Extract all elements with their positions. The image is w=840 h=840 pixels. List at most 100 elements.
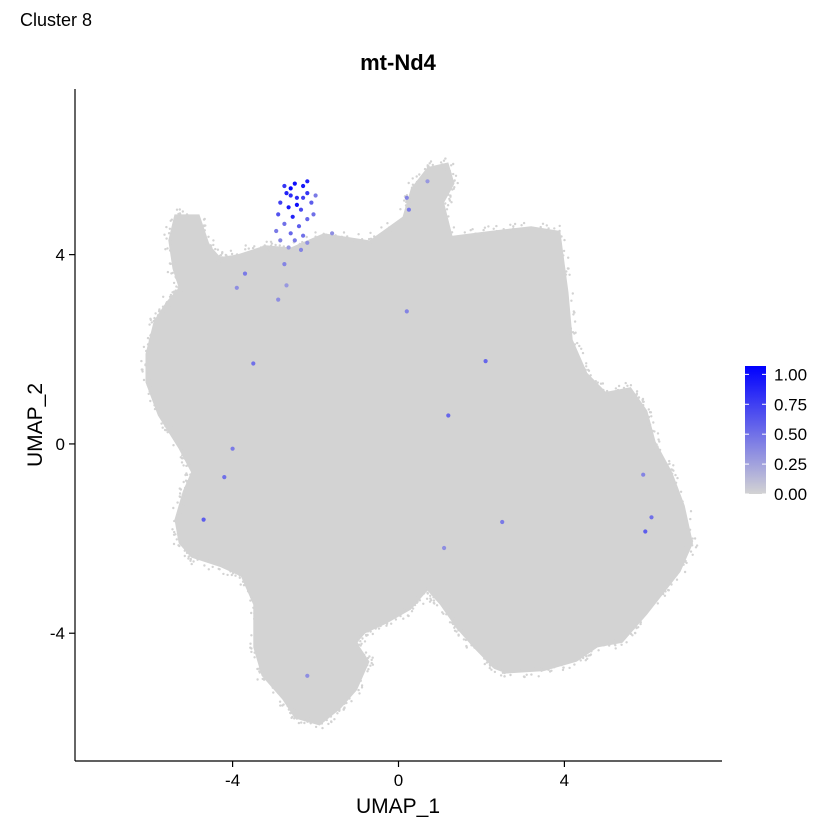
background-cell-point (595, 644, 598, 648)
background-cell-point (584, 659, 587, 662)
background-cell-point (562, 249, 566, 253)
background-cell-point (410, 610, 414, 613)
background-cell-point (148, 377, 151, 380)
background-cell-point (411, 607, 415, 610)
background-cell-point (274, 685, 278, 688)
background-cell-point (183, 457, 187, 460)
expressing-cell-point (311, 212, 316, 217)
background-cell-point (171, 295, 175, 298)
background-cell-point (202, 229, 205, 232)
background-cell-point (414, 185, 417, 189)
background-cell-point (184, 453, 187, 456)
background-cell-point (272, 691, 275, 694)
background-cell-point (314, 231, 317, 234)
background-cell-point (635, 617, 639, 620)
background-cell-point (183, 549, 186, 552)
background-cell-point (172, 290, 176, 293)
background-cell-point (444, 168, 447, 171)
background-cell-point (415, 601, 418, 605)
background-cell-point (172, 444, 175, 447)
background-cell-point (445, 208, 449, 211)
background-cell-point (185, 472, 188, 475)
background-cell-point (422, 602, 425, 605)
expressing-cell-point (446, 413, 451, 418)
background-cell-point (361, 637, 364, 640)
background-cell-point (453, 625, 457, 628)
background-cell-point (540, 669, 543, 672)
background-cell-point (571, 292, 574, 295)
background-cell-point (628, 390, 631, 393)
background-cell-point (221, 256, 224, 259)
background-cell-point (673, 481, 676, 484)
expressing-cell-point (406, 207, 411, 212)
background-cell-point (512, 670, 516, 673)
expressing-cell-point (230, 446, 235, 451)
background-cell-point (370, 240, 373, 244)
background-cell-point (585, 655, 588, 658)
background-cell-point (470, 644, 473, 647)
background-cell-point (407, 181, 410, 185)
background-cell-point (178, 544, 181, 548)
background-cell-point (181, 493, 184, 497)
expressing-cell-point (294, 202, 299, 207)
background-cell-point (185, 216, 188, 220)
background-cell-point (540, 666, 543, 669)
background-cell-point (402, 617, 405, 620)
background-cell-point (425, 597, 429, 600)
background-cell-point (177, 279, 180, 282)
background-cell-point (688, 528, 692, 531)
background-cell-point (689, 517, 692, 521)
background-cell-point (444, 195, 447, 198)
background-cell-point (695, 544, 699, 547)
background-cell-point (163, 233, 166, 236)
background-cell-point (447, 225, 450, 229)
background-cell-point (146, 382, 149, 385)
background-cell-point (222, 572, 225, 576)
background-cell-point (379, 624, 382, 628)
expressing-cell-point (201, 517, 206, 522)
x-tick-label: -4 (225, 771, 240, 790)
background-cell-point (379, 622, 382, 626)
background-cell-point (202, 224, 206, 227)
background-cell-point (185, 464, 188, 468)
background-cell-point (192, 560, 195, 563)
background-cell-point (664, 590, 667, 593)
background-cell-point (674, 473, 677, 477)
background-cell-point (352, 241, 356, 244)
background-cell-point (201, 236, 205, 239)
background-cell-point (492, 227, 495, 230)
legend-tick-label: 1.00 (774, 365, 807, 384)
background-cell-point (252, 250, 255, 253)
background-cell-point (295, 717, 299, 720)
background-cell-point (350, 691, 353, 694)
background-cell-point (353, 689, 356, 693)
background-cell-point (253, 245, 256, 248)
background-cell-point (679, 502, 683, 505)
background-cell-point (452, 187, 455, 190)
background-cell-point (672, 464, 675, 467)
background-cell-point (567, 267, 570, 270)
background-cell-point (346, 235, 349, 238)
background-cell-point (597, 643, 600, 646)
background-cell-point (545, 224, 548, 227)
background-cell-point (562, 666, 565, 669)
background-cell-point (449, 608, 452, 611)
background-cell-point (675, 573, 678, 577)
background-cell-point (341, 703, 344, 706)
background-cell-point (573, 657, 577, 660)
background-cell-point (262, 678, 266, 681)
background-cell-point (404, 215, 407, 219)
background-cell-point (164, 248, 167, 251)
background-cell-point (448, 169, 452, 173)
background-cell-point (212, 239, 215, 242)
background-cell-point (682, 563, 685, 566)
background-cell-point (385, 621, 388, 624)
background-cell-point (256, 650, 259, 654)
background-cell-point (655, 443, 658, 446)
background-cell-point (668, 577, 671, 581)
background-cell-point (585, 365, 588, 368)
background-cell-point (207, 243, 210, 246)
background-cell-point (149, 350, 152, 353)
background-cell-point (450, 611, 453, 615)
background-cell-point (666, 463, 669, 466)
